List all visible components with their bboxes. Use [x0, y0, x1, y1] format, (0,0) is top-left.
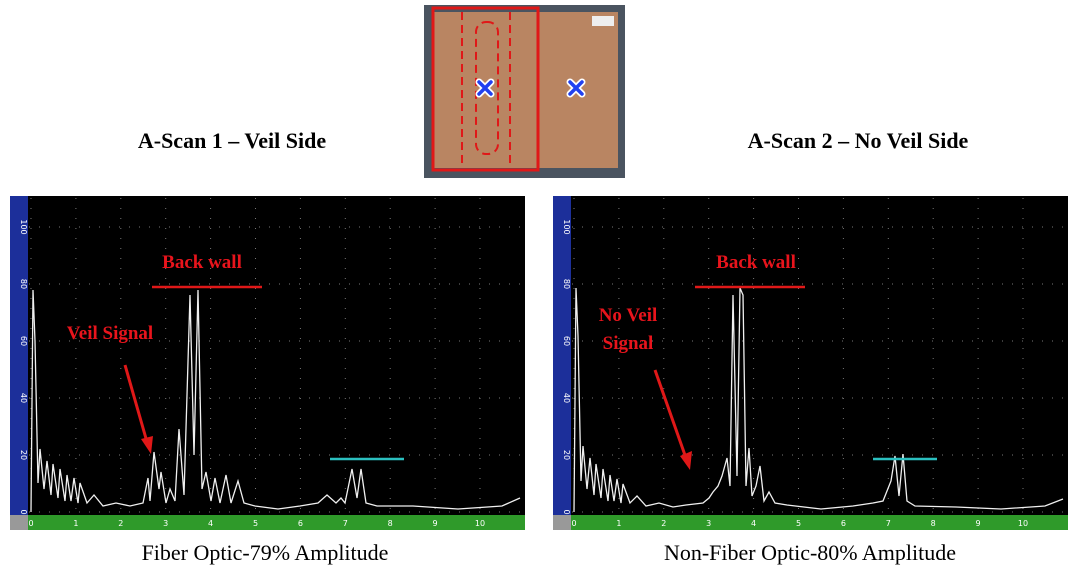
- x-tick-label: 9: [433, 519, 438, 528]
- y-tick-label: 60: [562, 336, 571, 346]
- annotation: Veil Signal: [67, 323, 153, 344]
- x-tick-label: 8: [388, 519, 393, 528]
- x-tick-label: 10: [475, 519, 485, 528]
- y-tick-label: 80: [562, 279, 571, 289]
- x-tick-label: 9: [976, 519, 981, 528]
- x-tick-label: 8: [931, 519, 936, 528]
- x-tick-label: 2: [118, 519, 123, 528]
- x-tick-label: 0: [571, 519, 576, 528]
- panel-photo: [424, 5, 625, 178]
- y-tick-label: 40: [562, 393, 571, 403]
- x-tick-label: 7: [343, 519, 348, 528]
- right-label: A-Scan 2 – No Veil Side: [748, 128, 969, 153]
- x-tick-label: 3: [163, 519, 168, 528]
- annotation: Signal: [603, 333, 654, 354]
- x-tick-label: 6: [841, 519, 846, 528]
- x-tick-label: 1: [73, 519, 78, 528]
- figure: A-Scan 1 – Veil Side A-Scan 2 – No Veil …: [0, 0, 1072, 578]
- x-tick-label: 4: [208, 519, 213, 528]
- left-label: A-Scan 1 – Veil Side: [138, 128, 326, 153]
- x-tick-label: 4: [751, 519, 756, 528]
- y-tick-label: 100: [19, 219, 28, 234]
- x-tick-label: 10: [1018, 519, 1028, 528]
- y-tick-label: 20: [562, 450, 571, 460]
- x-tick-label: 3: [706, 519, 711, 528]
- caption: Non-Fiber Optic-80% Amplitude: [664, 540, 956, 565]
- x-tick-label: 5: [253, 519, 258, 528]
- y-tick-label: 0: [19, 509, 28, 514]
- x-tick-label: 0: [28, 519, 33, 528]
- y-tick-label: 60: [19, 336, 28, 346]
- y-tick-label: 20: [19, 450, 28, 460]
- x-tick-label: 5: [796, 519, 801, 528]
- annotation: No Veil: [599, 305, 658, 326]
- y-tick-label: 80: [19, 279, 28, 289]
- x-tick-label: 1: [616, 519, 621, 528]
- x-tick-label: 2: [661, 519, 666, 528]
- y-tick-label: 100: [562, 219, 571, 234]
- x-tick-label: 6: [298, 519, 303, 528]
- annotation: Back wall: [162, 252, 242, 273]
- y-tick-label: 40: [19, 393, 28, 403]
- annotation: Back wall: [716, 252, 796, 273]
- x-tick-label: 7: [886, 519, 891, 528]
- caption: Fiber Optic-79% Amplitude: [142, 540, 389, 565]
- y-tick-label: 0: [562, 509, 571, 514]
